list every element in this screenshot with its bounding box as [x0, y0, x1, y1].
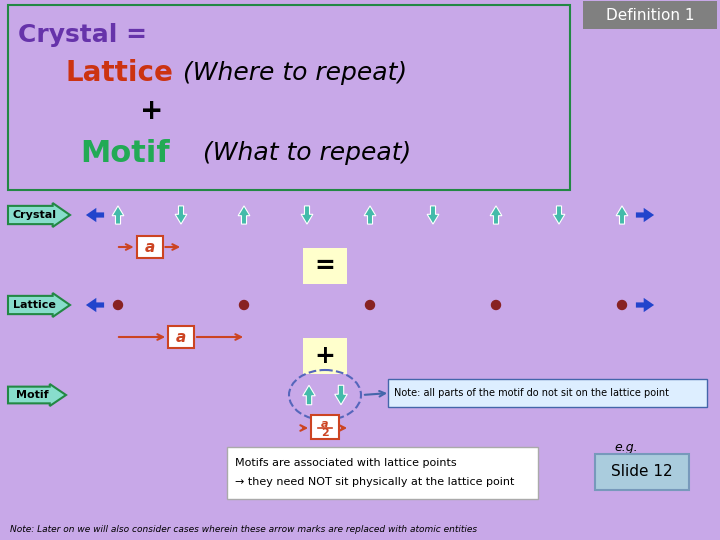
- Text: Crystal =: Crystal =: [18, 23, 147, 47]
- Text: Note: Later on we will also consider cases wherein these arrow marks are replace: Note: Later on we will also consider cas…: [10, 525, 477, 535]
- Polygon shape: [301, 206, 313, 224]
- Text: (Where to repeat): (Where to repeat): [175, 61, 407, 85]
- Polygon shape: [335, 385, 347, 405]
- Text: e.g.: e.g.: [614, 442, 638, 455]
- FancyBboxPatch shape: [137, 236, 163, 258]
- Polygon shape: [86, 208, 104, 222]
- FancyBboxPatch shape: [311, 415, 339, 439]
- Circle shape: [618, 300, 626, 309]
- FancyBboxPatch shape: [303, 338, 347, 374]
- Polygon shape: [238, 206, 250, 224]
- FancyBboxPatch shape: [168, 326, 194, 348]
- Polygon shape: [636, 208, 654, 222]
- Circle shape: [366, 300, 374, 309]
- Text: a: a: [176, 329, 186, 345]
- FancyBboxPatch shape: [303, 248, 347, 284]
- Text: → they need NOT sit physically at the lattice point: → they need NOT sit physically at the la…: [235, 477, 514, 487]
- Polygon shape: [364, 206, 376, 224]
- Text: +: +: [315, 344, 336, 368]
- Text: a: a: [145, 240, 155, 254]
- Text: Motifs are associated with lattice points: Motifs are associated with lattice point…: [235, 458, 456, 468]
- Circle shape: [492, 300, 500, 309]
- Text: (What to repeat): (What to repeat): [195, 141, 411, 165]
- Text: Note: all parts of the motif do not sit on the lattice point: Note: all parts of the motif do not sit …: [394, 388, 669, 398]
- Circle shape: [240, 300, 248, 309]
- Polygon shape: [112, 206, 124, 224]
- Circle shape: [114, 300, 122, 309]
- FancyBboxPatch shape: [583, 1, 717, 29]
- Text: Slide 12: Slide 12: [611, 464, 672, 480]
- Polygon shape: [636, 298, 654, 312]
- Text: Definition 1: Definition 1: [606, 8, 694, 23]
- Text: +: +: [140, 97, 163, 125]
- Text: 2: 2: [321, 428, 329, 438]
- Polygon shape: [616, 206, 628, 224]
- Text: Motif: Motif: [16, 390, 49, 400]
- Polygon shape: [427, 206, 439, 224]
- Polygon shape: [8, 293, 70, 317]
- Text: =: =: [315, 254, 336, 278]
- FancyBboxPatch shape: [8, 5, 570, 190]
- Polygon shape: [490, 206, 502, 224]
- Polygon shape: [175, 206, 187, 224]
- Polygon shape: [8, 203, 70, 227]
- Text: a: a: [321, 419, 329, 429]
- FancyBboxPatch shape: [227, 447, 538, 499]
- Polygon shape: [86, 298, 104, 312]
- Polygon shape: [8, 384, 66, 406]
- Text: Motif: Motif: [80, 138, 170, 167]
- Text: Lattice: Lattice: [13, 300, 55, 310]
- Polygon shape: [553, 206, 565, 224]
- Text: Crystal: Crystal: [12, 210, 56, 220]
- Polygon shape: [302, 385, 315, 405]
- Text: Lattice: Lattice: [65, 59, 173, 87]
- FancyBboxPatch shape: [595, 454, 689, 490]
- FancyBboxPatch shape: [388, 379, 707, 407]
